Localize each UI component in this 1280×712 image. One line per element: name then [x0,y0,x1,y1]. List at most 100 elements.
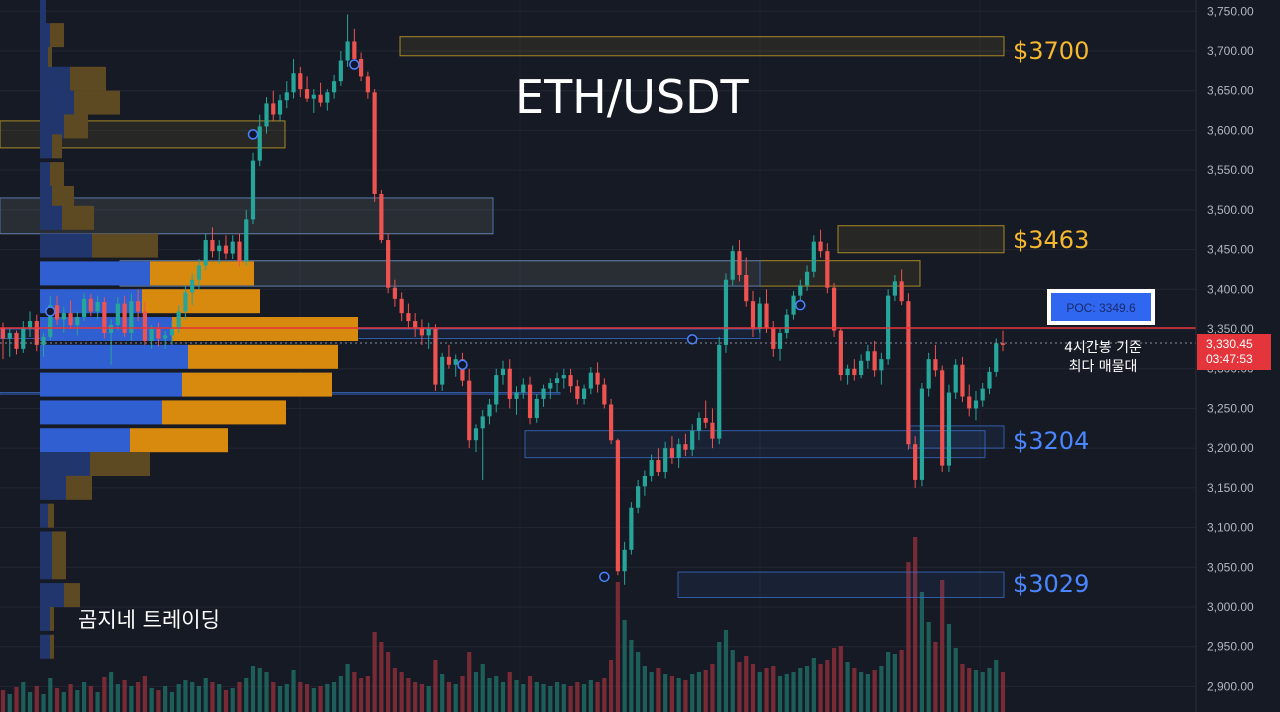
candle-body [919,388,925,480]
candle-body [987,371,992,389]
profile-buy-bar [40,372,182,397]
volume-bar [865,674,870,712]
candle-body [237,241,242,262]
profile-sell-bar [130,428,228,453]
volume-bar [548,686,553,712]
profile-sell-bar [90,452,150,477]
volume-bar [946,624,952,712]
volume-bar [764,668,769,712]
volume-bar [690,674,695,712]
volume-bar [325,684,330,712]
volume-bar [406,678,411,712]
candlesticks [0,14,1006,585]
candle-body [892,281,897,296]
volume-bar [987,668,992,712]
volume-bar [129,686,134,712]
volume-bar [757,672,762,712]
poc-note-line1: 4시간봉 기준 [1064,340,1142,356]
profile-sell-bar [50,606,54,631]
candle-body [446,356,452,365]
volume-bar [636,652,641,712]
profile-buy-bar [40,555,52,580]
candle-body [960,364,965,397]
candle-body [379,193,384,241]
candle-body [257,126,262,161]
volume-bar [115,684,120,712]
candle-body [223,245,229,254]
profile-buy-bar [40,634,50,659]
volume-bar [507,672,512,712]
volume-bar [352,672,357,712]
profile-buy-bar [40,531,52,556]
candle-body [0,327,6,339]
volume-bar [41,694,46,712]
candle-body [933,359,938,371]
volume-bar [136,682,141,712]
volume-bar [683,680,688,712]
volume-bar [467,652,472,712]
y-tick-label: 3,000.00 [1207,600,1254,614]
candle-body [872,351,877,371]
candle-body [230,241,235,254]
volume-bar [277,686,283,712]
level-label-3029: $3029 [1013,570,1089,598]
volume-bar [318,686,323,712]
volume-bar [183,680,188,712]
pair-title: ETH/USDT [515,70,750,124]
candle-body [453,359,458,365]
candle-body [487,404,492,417]
poc-label-box: POC: 3349.6 [1047,289,1155,325]
volume-bar [838,646,843,712]
volume-bar [230,688,235,712]
volume-bar [48,678,53,712]
candle-body [926,359,931,389]
volume-bar [852,668,857,712]
candle-body [109,325,114,333]
candle-body [81,298,87,318]
current-price-value: 3,330.45 [1206,337,1253,351]
profile-buy-bar [40,475,66,500]
profile-sell-bar [62,205,94,230]
volume-bar [54,688,60,712]
candle-body [865,351,870,361]
candle-body [554,378,560,384]
candle-body [588,372,593,389]
y-tick-label: 3,500.00 [1207,203,1254,217]
volume-bar [0,690,6,712]
volume-bar [345,664,350,712]
volume-bar [953,648,958,712]
candle-body [615,440,620,572]
volume-bar [676,678,681,712]
candle-body [190,279,195,293]
volume-bar [291,670,296,712]
candle-body [406,313,411,322]
volume-bar [210,682,215,712]
volume-bar [122,680,127,712]
candle-body [683,444,688,450]
volume-bar [845,662,850,712]
volume-bar [61,692,66,712]
volume-bar [21,682,26,712]
volume-bar [940,580,945,712]
y-tick-label: 3,700.00 [1207,44,1254,58]
volume-bar [81,682,87,712]
volume-bar [561,684,566,712]
candle-body [480,416,485,429]
candle-body [663,448,668,472]
profile-buy-bar [40,452,90,477]
candle-body [757,303,762,329]
volume-bar [331,682,337,712]
level-label-3700: $3700 [1013,37,1089,65]
candle-body [656,460,661,472]
profile-buy-bar [40,46,48,71]
candle-body [27,321,33,328]
price-axis[interactable]: 3,750.00 3,700.00 3,650.00 3,600.00 3,550.00… [1195,0,1254,712]
volume-bar [75,690,80,712]
volume-bar [386,652,391,712]
candle-body [568,375,573,387]
volume-bar [142,676,147,712]
candle-body [831,287,837,331]
profile-buy-bar [40,23,50,48]
y-tick-label: 3,600.00 [1207,123,1254,137]
